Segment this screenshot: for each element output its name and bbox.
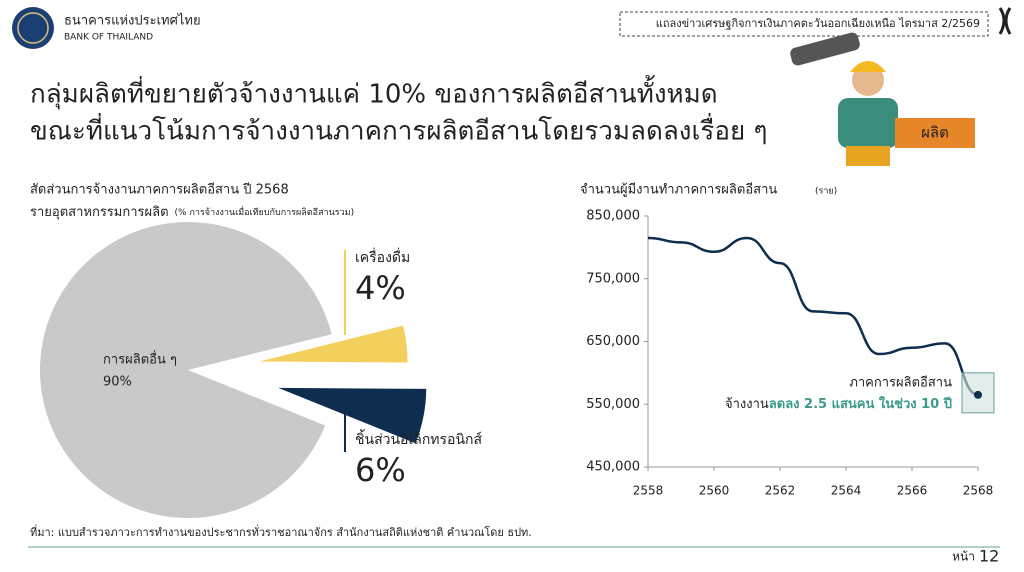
- annotation-line2: จ้างงานลดลง 2.5 แสนคน ในช่วง 10 ปี: [725, 395, 952, 412]
- pie-subtitle: รายอุตสาหกรรมการผลิต (% การจ้างงานเมื่อเท…: [30, 205, 354, 220]
- line-series: [647, 236, 979, 397]
- logo-ring: [17, 12, 49, 44]
- pie-note: (% การจ้างงานเมื่อเทียบกับการผลิตอีสานรว…: [175, 205, 355, 218]
- slice-name: ชิ้นส่วนอิเล็กทรอนิกส์: [355, 429, 483, 448]
- line-title: จำนวนผู้มีงานทำภาคการผลิตอีสาน: [580, 182, 777, 198]
- page-label: หน้า: [952, 550, 975, 564]
- x-tick-label: 2562: [765, 484, 796, 498]
- ribbon: [998, 7, 1012, 35]
- pie-title: สัดส่วนการจ้างงานภาคการผลิตอีสาน ปี 2568: [30, 182, 289, 198]
- x-tick-label: 2568: [963, 484, 994, 498]
- y-tick-label: 650,000: [586, 334, 640, 349]
- page-number: 12: [979, 547, 999, 566]
- pie-slice: [259, 325, 408, 363]
- y-tick-label: 450,000: [586, 460, 640, 475]
- end-point: [974, 390, 982, 399]
- x-tick-label: 2558: [633, 484, 664, 498]
- x-tick-label: 2566: [897, 484, 928, 498]
- worker-illustration: [790, 32, 898, 166]
- slice-value: 4%: [355, 269, 406, 307]
- pie-subtitle-text: รายอุตสาหกรรมการผลิต: [30, 205, 169, 220]
- slice-name: การผลิตอื่น ๆ: [103, 351, 177, 368]
- event-box: [619, 11, 989, 37]
- slice-value: 6%: [355, 451, 406, 489]
- y-tick-label: 750,000: [586, 271, 640, 286]
- line-unit: (ราย): [815, 187, 837, 197]
- x-tick-label: 2564: [831, 484, 862, 498]
- annotation-prefix: จ้างงาน: [725, 397, 769, 412]
- y-tick-label: 850,000: [586, 209, 640, 224]
- y-tick-label: 550,000: [586, 397, 640, 412]
- annotation-highlight: ลดลง 2.5 แสนคน ในช่วง 10 ปี: [769, 395, 952, 412]
- x-tick-label: 2560: [699, 484, 730, 498]
- tag-box: [895, 118, 975, 148]
- pie-slice: [278, 387, 427, 444]
- org-th: ธนาคารแห่งประเทศไทย: [64, 13, 201, 29]
- event: แถลงข่าวเศรษฐกิจการเงินภาคตะวันออกเฉียงเ…: [656, 17, 980, 30]
- title-line2: ขณะที่แนวโน้มการจ้างงานภาคการผลิตอีสานโด…: [30, 113, 767, 147]
- annotation-line1: ภาคการผลิตอีสาน: [849, 375, 952, 391]
- tag: ผลิต: [921, 124, 949, 142]
- slice-name: เครื่องดื่ม: [355, 248, 410, 266]
- org-en: BANK OF THAILAND: [64, 33, 153, 43]
- source: ที่มา: แบบสำรวจภาวะการทำงานของประชากรทั่…: [30, 524, 532, 539]
- pie-slice: [40, 222, 332, 518]
- slice-value: 90%: [103, 375, 132, 390]
- title-line1: กลุ่มผลิตที่ขยายตัวจ้างงานแค่ 10% ของการ…: [30, 75, 718, 110]
